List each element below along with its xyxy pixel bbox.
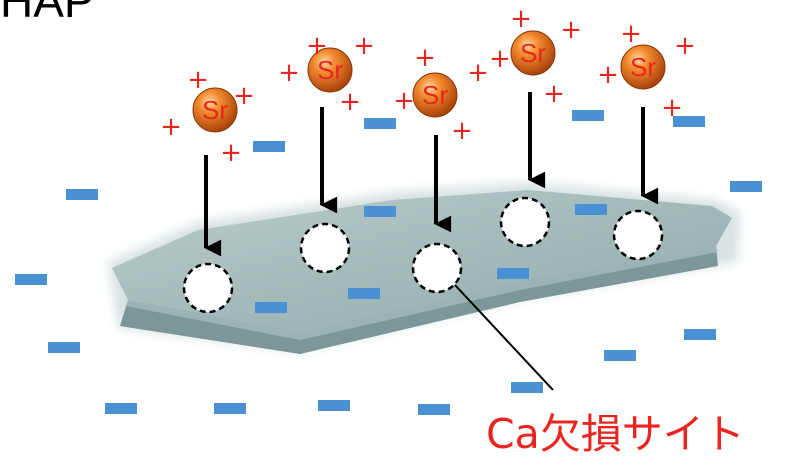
positive-charge-7: +	[353, 31, 375, 61]
positive-charge-3: +	[160, 112, 182, 142]
sr-ion-label: Sr	[202, 95, 228, 125]
negative-charge-14	[604, 350, 636, 361]
positive-charge-14: +	[560, 15, 582, 45]
negative-charge-5	[730, 181, 762, 192]
positive-charges: ++++++ +++++++ ++++ +++	[160, 4, 696, 168]
positive-charge-13: +	[510, 4, 532, 34]
positive-charge-6: +	[306, 31, 328, 61]
vacancy-sites	[182, 196, 664, 314]
callout-label: Ca欠損サイト	[486, 410, 745, 458]
negative-charge-10	[348, 288, 380, 299]
sr-ion-4: Sr	[510, 30, 556, 76]
negative-charge-4	[673, 116, 705, 127]
vacancy-site-1	[182, 262, 234, 314]
positive-charge-11: +	[451, 116, 473, 146]
positive-charge-5: +	[278, 58, 300, 88]
negative-charge-13	[48, 342, 80, 353]
vacancy-site-5	[612, 209, 664, 261]
positive-charge-17: +	[620, 19, 642, 49]
positive-charge-9: +	[414, 43, 436, 73]
negative-charges	[15, 110, 762, 415]
negative-charge-19	[318, 400, 350, 411]
sr-ion-label: Sr	[317, 55, 343, 85]
negative-charge-15	[684, 329, 716, 340]
negative-charge-20	[418, 404, 450, 415]
diagram-title: HAP	[0, 0, 95, 27]
negative-charge-12	[255, 302, 287, 313]
negative-charge-2	[364, 118, 396, 129]
vacancy-site-4	[499, 196, 551, 248]
vacancy-site-3	[411, 242, 463, 294]
negative-charge-17	[105, 403, 137, 414]
positive-charge-19: +	[597, 60, 619, 90]
callout-line	[454, 284, 554, 391]
positive-charge-18: +	[674, 31, 696, 61]
positive-charge-12: +	[467, 58, 489, 88]
positive-charge-2: +	[233, 81, 255, 111]
positive-charge-10: +	[393, 86, 415, 116]
sr-ion-label: Sr	[520, 38, 546, 68]
positive-charge-16: +	[489, 44, 511, 74]
negative-charge-9	[15, 274, 47, 285]
negative-charge-7	[364, 206, 396, 217]
negative-charge-18	[214, 403, 246, 414]
positive-charge-8: +	[339, 87, 361, 117]
strontium-ions: Sr Sr Sr Sr Sr	[192, 30, 666, 133]
negative-charge-6	[66, 189, 98, 200]
negative-charge-11	[497, 268, 529, 279]
sr-ion-3: Sr	[412, 72, 458, 118]
negative-charge-1	[253, 141, 285, 152]
arrows	[204, 92, 659, 257]
positive-charge-4: +	[220, 138, 242, 168]
negative-charge-3	[572, 110, 604, 121]
sr-ion-5: Sr	[620, 44, 666, 90]
negative-charge-8	[575, 204, 607, 215]
sr-ion-label: Sr	[630, 52, 656, 82]
positive-charge-20: +	[661, 93, 683, 123]
sr-ion-2: Sr	[307, 47, 353, 93]
positive-charge-15: +	[543, 79, 565, 109]
positive-charge-1: +	[187, 65, 209, 95]
vacancy-site-2	[299, 222, 351, 274]
sr-ion-1: Sr	[192, 87, 238, 133]
sr-ion-label: Sr	[422, 80, 448, 110]
negative-charge-16	[511, 382, 543, 393]
